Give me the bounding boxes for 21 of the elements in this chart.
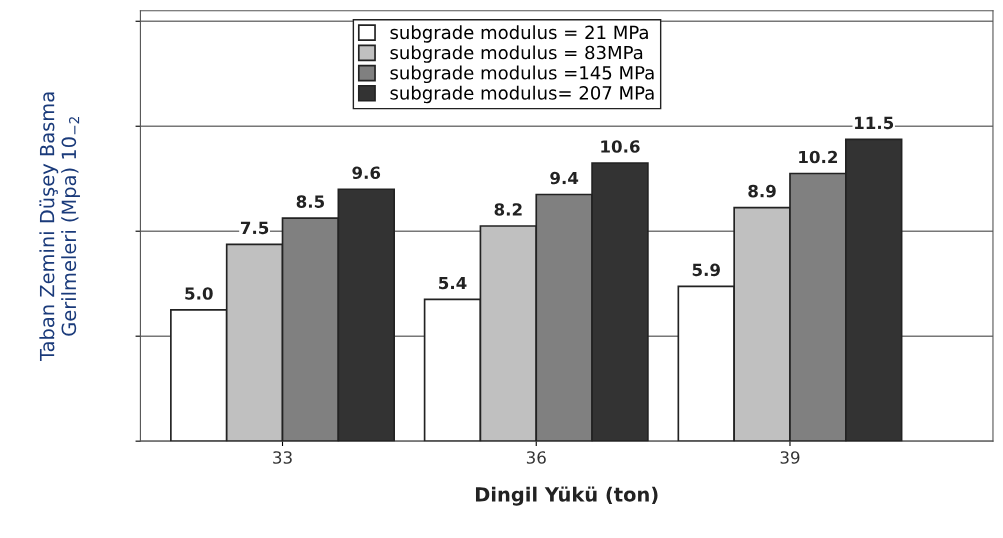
data-label: 10.2 [799, 150, 838, 164]
data-label: 11.5 [855, 116, 894, 130]
x-axis-title: Dingil Yükü (ton) [475, 486, 658, 506]
data-label: 8.5 [296, 195, 325, 208]
y-axis-title: Taban Zemini Düşey Basma Gerilmeleri (Mpa) 10$_{−2}$ [39, 92, 80, 362]
data-label: 9.4 [550, 171, 579, 185]
data-label: 9.6 [352, 166, 381, 180]
legend-label: subgrade modulus = 21 MPa [390, 25, 648, 43]
data-label: 5.0 [185, 287, 213, 300]
data-label: 5.9 [692, 263, 720, 277]
data-label: 8.9 [748, 184, 776, 198]
data-label: 7.5 [240, 221, 269, 235]
data-label: 10.6 [601, 140, 640, 153]
x-tick-label: 36 [526, 451, 546, 464]
x-tick-label: 33 [273, 451, 292, 464]
legend-label: subgrade modulus= 207 MPa [390, 85, 654, 104]
legend-label: subgrade modulus =145 MPa [390, 65, 654, 84]
x-tick-label: 39 [780, 451, 800, 464]
data-label: 8.2 [494, 203, 522, 216]
data-label: 5.4 [439, 276, 467, 290]
legend-label: subgrade modulus = 83MPa [390, 45, 643, 63]
